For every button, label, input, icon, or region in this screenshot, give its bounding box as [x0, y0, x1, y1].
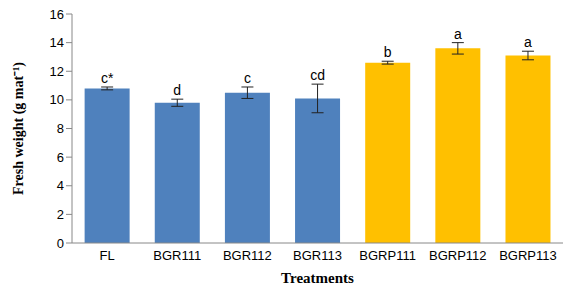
svg-text:cd: cd: [310, 67, 325, 83]
svg-text:BGRP112: BGRP112: [429, 248, 487, 263]
svg-text:16: 16: [50, 7, 64, 22]
svg-text:a: a: [454, 26, 462, 42]
svg-text:BGR112: BGR112: [223, 248, 272, 263]
svg-text:d: d: [173, 82, 181, 98]
svg-text:4: 4: [57, 178, 64, 193]
svg-text:12: 12: [50, 64, 64, 79]
svg-text:a: a: [524, 34, 532, 50]
svg-text:8: 8: [57, 121, 64, 136]
svg-text:b: b: [384, 44, 392, 60]
svg-text:BGRP111: BGRP111: [359, 248, 416, 263]
svg-text:BGR111: BGR111: [153, 248, 201, 263]
svg-text:0: 0: [57, 236, 64, 251]
svg-text:10: 10: [50, 92, 64, 107]
svg-text:c: c: [244, 70, 251, 86]
svg-text:FL: FL: [99, 248, 114, 263]
svg-text:Fresh weight (g mat⁻¹): Fresh weight (g mat⁻¹): [11, 62, 27, 195]
svg-text:Treatments: Treatments: [281, 270, 354, 286]
svg-text:BGRP113: BGRP113: [499, 248, 557, 263]
svg-text:2: 2: [57, 207, 64, 222]
svg-text:BGR113: BGR113: [293, 248, 342, 263]
svg-text:14: 14: [50, 35, 64, 50]
svg-text:c*: c*: [101, 70, 114, 86]
svg-text:6: 6: [57, 150, 64, 165]
